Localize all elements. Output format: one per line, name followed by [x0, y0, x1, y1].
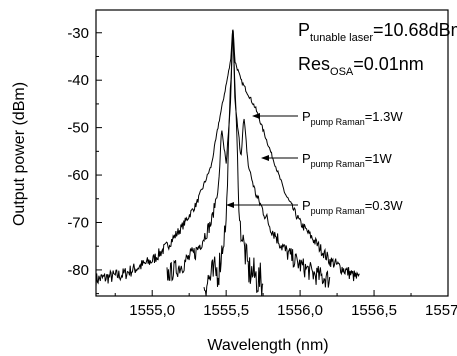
label-pump-1-3w: Ppump Raman=1.3W — [302, 109, 403, 127]
label-pump-1w: Ppump Raman=1W — [302, 151, 393, 169]
annotation-osa-resolution-sub: OSA — [330, 66, 354, 78]
plot-frame — [95, 9, 449, 297]
annotation-laser-power-sub: tunable laser — [310, 32, 373, 44]
annotation-osa-resolution-main: Res — [298, 54, 330, 74]
label-pump-0-3w-main: P — [302, 198, 311, 213]
label-pump-1-3w-sub: pump Raman — [311, 117, 365, 127]
series-layer — [95, 29, 360, 297]
label-pump-0-3w: Ppump Raman=0.3W — [302, 198, 403, 216]
label-pump-0-3w-value: =0.3W — [365, 198, 404, 213]
x-axis-label: Wavelength (nm) — [207, 337, 328, 354]
x-tick-label: 1556,5 — [351, 302, 397, 319]
x-tick-label: 1556,0 — [277, 302, 323, 319]
y-tick-label: -30 — [67, 25, 89, 42]
label-pump-1-3w-value: =1.3W — [365, 109, 404, 124]
y-tick-label: -80 — [67, 262, 89, 279]
annotation-laser-power-value: =10.68dBm — [373, 20, 457, 40]
annotation-osa-resolution-value: =0.01nm — [353, 54, 424, 74]
y-axis-label: Output power (dBm) — [11, 82, 28, 226]
annotation-laser-power: Ptunable laser=10.68dBm — [298, 20, 457, 44]
series-line-2 — [203, 31, 264, 297]
x-tick-label: 1557,0 — [425, 302, 457, 319]
series-line-1 — [166, 30, 331, 288]
series-line-0 — [95, 29, 360, 287]
x-tick-label: 1555,5 — [203, 302, 249, 319]
label-pump-1w-value: =1W — [365, 151, 393, 166]
tick-layer: 1555,0 1555,5 1556,0 1556,5 1557,0 -30 -40 -50 -… — [67, 25, 457, 319]
y-tick-label: -60 — [67, 167, 89, 184]
y-tick-label: -40 — [67, 72, 89, 89]
y-tick-label: -70 — [67, 214, 89, 231]
label-pump-1w-sub: pump Raman — [311, 159, 365, 169]
annotation-osa-resolution: ResOSA=0.01nm — [298, 54, 424, 78]
label-pump-1-3w-main: P — [302, 109, 311, 124]
y-tick-label: -50 — [67, 120, 89, 137]
label-pump-0-3w-sub: pump Raman — [311, 206, 365, 216]
x-tick-label: 1555,0 — [129, 302, 175, 319]
annotation-laser-power-main: P — [298, 20, 310, 40]
label-pump-1w-main: P — [302, 151, 311, 166]
